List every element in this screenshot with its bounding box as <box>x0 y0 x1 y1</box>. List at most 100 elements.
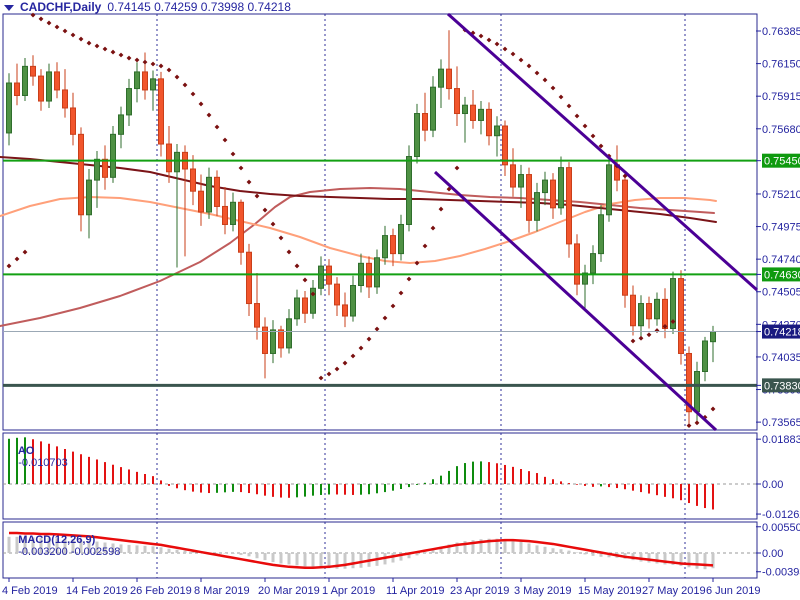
date-tick-label: 11 Apr 2019 <box>386 585 445 597</box>
trendline-descending-1[interactable] <box>447 12 758 292</box>
ao-value: -0.010703 <box>18 457 68 469</box>
sar-dot <box>486 37 492 43</box>
candle <box>78 127 84 232</box>
price-tick-label: 0.76385 <box>762 26 800 38</box>
sar-dot <box>494 41 500 47</box>
candle <box>478 101 484 135</box>
sar-dot <box>318 375 324 381</box>
candle <box>462 96 468 143</box>
symbol-period-label: CADCHF,Daily <box>20 0 102 14</box>
sar-dot <box>454 165 460 171</box>
candle <box>566 162 572 258</box>
ao-tick-label: 0.00 <box>762 479 783 491</box>
candle <box>334 277 340 317</box>
candle <box>166 126 172 183</box>
svg-text:0.73830: 0.73830 <box>764 380 800 392</box>
candle <box>302 291 308 323</box>
candle <box>446 30 452 100</box>
candle <box>46 63 52 108</box>
sar-dot <box>214 124 220 130</box>
sar-dot <box>302 277 308 283</box>
sar-dot <box>286 249 292 255</box>
candle <box>318 256 324 296</box>
trendline-descending-2[interactable] <box>433 170 718 432</box>
price-tick-label: 0.75210 <box>762 189 800 201</box>
candle <box>374 249 380 294</box>
sar-dot <box>246 179 252 185</box>
candle <box>38 69 44 111</box>
sar-dot <box>398 290 404 296</box>
candle <box>270 320 276 364</box>
candle <box>254 273 260 340</box>
sar-dot <box>254 193 260 199</box>
candle <box>646 296 652 329</box>
sar-dot <box>558 94 564 100</box>
date-tick-label: 3 May 2019 <box>514 585 571 597</box>
macd-values: -0.003200 -0.002598 <box>18 546 121 558</box>
candle <box>326 259 332 296</box>
sar-dot <box>478 33 484 39</box>
date-tick-label: 23 Apr 2019 <box>450 585 509 597</box>
sar-dot <box>654 328 660 333</box>
macd-signal <box>9 531 714 570</box>
trendlines <box>433 12 758 432</box>
candle <box>486 102 492 146</box>
candle <box>278 325 284 358</box>
candle <box>206 167 212 219</box>
candle <box>358 253 364 293</box>
sar-dot <box>158 63 164 69</box>
svg-text:0.74218: 0.74218 <box>764 327 800 339</box>
sar-dot <box>366 336 372 342</box>
sar-dot <box>334 366 340 372</box>
sar-dot <box>102 46 108 52</box>
candle <box>654 292 660 326</box>
sar-dot <box>638 335 644 341</box>
candle <box>22 58 28 102</box>
candle <box>246 243 252 317</box>
candle <box>534 182 540 232</box>
sar-dot <box>118 52 124 58</box>
sar-dot <box>30 12 36 18</box>
date-tick-label: 1 Apr 2019 <box>322 585 375 597</box>
sar-dot <box>422 243 428 249</box>
month-separators <box>156 14 686 578</box>
svg-text:0.75450: 0.75450 <box>764 156 800 168</box>
macd-tick-label: -0.003936 <box>762 567 800 579</box>
sar-dot <box>166 67 172 73</box>
sar-dot <box>590 133 596 139</box>
sar-dot <box>206 112 212 118</box>
candle <box>638 295 644 340</box>
date-tick-label: 6 Jun 2019 <box>706 585 760 597</box>
sar-dot <box>622 173 628 179</box>
sar-dot <box>190 91 196 97</box>
sar-dot <box>686 423 692 428</box>
date-tick-label: 20 Mar 2019 <box>258 585 320 597</box>
sar-dot <box>630 338 636 344</box>
candle <box>590 245 596 285</box>
candle <box>422 92 428 142</box>
candle <box>198 174 204 226</box>
candle <box>86 169 92 239</box>
candle <box>54 62 60 99</box>
sar-dot <box>646 332 652 338</box>
sar-dot <box>38 16 44 22</box>
price-tick-label: 0.76150 <box>762 59 800 71</box>
sar-dot <box>566 103 572 109</box>
candle <box>606 155 612 222</box>
sar-dot <box>262 207 268 213</box>
candle <box>222 187 228 235</box>
sar-dot <box>326 371 332 377</box>
sar-dot <box>414 260 420 266</box>
candle <box>502 120 508 176</box>
chart-menu-triangle-icon[interactable] <box>4 5 14 11</box>
sar-dot <box>174 74 180 80</box>
sar-dot <box>270 221 276 227</box>
sar-dot <box>86 40 92 46</box>
sar-dot <box>430 225 436 231</box>
candle <box>350 275 356 322</box>
candle <box>670 271 676 335</box>
ohlc-values: 0.74145 0.74259 0.73998 0.74218 <box>107 0 291 14</box>
price-tick-label: 0.74975 <box>762 222 800 234</box>
candle <box>542 171 548 206</box>
